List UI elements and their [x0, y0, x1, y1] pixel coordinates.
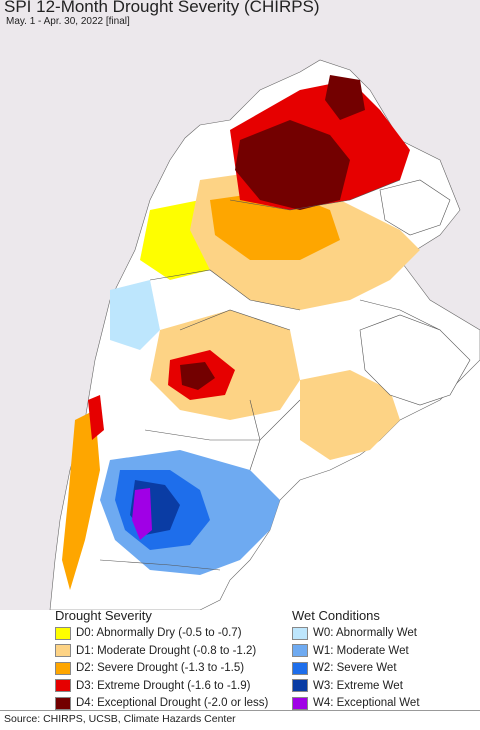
wet-legend-label: W3: Extreme Wet [313, 679, 403, 692]
page-title: SPI 12-Month Drought Severity (CHIRPS) [4, 0, 320, 16]
drought-legend-label: D1: Moderate Drought (-0.8 to -1.2) [76, 644, 257, 657]
wet-swatch [292, 644, 308, 657]
paraguay-east-region [379, 179, 451, 236]
drought-swatch [55, 644, 71, 657]
d4-area-central [180, 362, 215, 390]
drought-legend-heading: Drought Severity [55, 608, 152, 623]
uruguay-region [359, 314, 471, 406]
drought-legend-label: D0: Abnormally Dry (-0.5 to -0.7) [76, 627, 242, 639]
drought-legend-label: D4: Exceptional Drought (-2.0 or less) [76, 697, 269, 709]
wet-swatch [292, 679, 308, 692]
wet-swatch [292, 626, 308, 640]
drought-swatch [55, 679, 71, 692]
d3-area-west [88, 395, 104, 440]
chile-strip [0, 40, 80, 610]
wet-legend-heading: Wet Conditions [292, 608, 380, 623]
wet-legend-item: W4: Exceptional Wet [292, 695, 420, 711]
source-credit: Source: CHIRPS, UCSB, Climate Hazards Ce… [4, 713, 236, 725]
wet-legend-label: W0: Abnormally Wet [313, 627, 417, 639]
wet-legend-label: W4: Exceptional Wet [313, 697, 420, 709]
wet-legend-item: W2: Severe Wet [292, 660, 397, 676]
d4-area-north [235, 120, 350, 210]
drought-map [0, 0, 480, 610]
d1-area-east [300, 370, 400, 460]
drought-legend-label: D3: Extreme Drought (-1.6 to -1.9) [76, 679, 251, 692]
wet-legend-label: W1: Moderate Wet [313, 644, 409, 657]
drought-legend-label: D2: Severe Drought (-1.3 to -1.5) [76, 662, 245, 674]
wet-swatch [292, 661, 308, 675]
w4-area [132, 488, 152, 540]
d4-area-northeast [325, 75, 365, 120]
drought-swatch [55, 696, 71, 710]
w0-area [110, 280, 160, 350]
footer-divider [0, 710, 480, 711]
drought-legend-item: D3: Extreme Drought (-1.6 to -1.9) [55, 678, 250, 694]
drought-legend-item: D4: Exceptional Drought (-2.0 or less) [55, 695, 268, 711]
date-range-subtitle: May. 1 - Apr. 30, 2022 [final] [6, 16, 130, 27]
drought-swatch [55, 626, 71, 640]
outside-land [0, 0, 480, 610]
wet-legend-item: W1: Moderate Wet [292, 643, 409, 659]
wet-legend-label: W2: Severe Wet [313, 662, 397, 674]
wet-legend-item: W0: Abnormally Wet [292, 625, 417, 641]
drought-legend-item: D1: Moderate Drought (-0.8 to -1.2) [55, 643, 256, 659]
drought-legend-item: D0: Abnormally Dry (-0.5 to -0.7) [55, 625, 242, 641]
wet-legend-item: W3: Extreme Wet [292, 678, 403, 694]
drought-legend-item: D2: Severe Drought (-1.3 to -1.5) [55, 660, 244, 676]
d2-area-west [62, 410, 100, 590]
drought-swatch [55, 661, 71, 675]
wet-swatch [292, 696, 308, 710]
